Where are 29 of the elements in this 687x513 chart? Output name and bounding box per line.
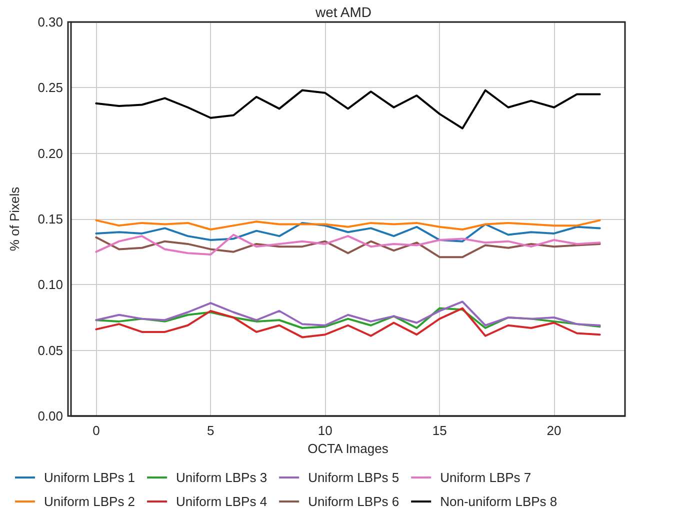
line-series — [95, 89, 601, 130]
legend-label: Uniform LBPs 3 — [176, 470, 268, 485]
x-axis-title: OCTA Images — [308, 440, 389, 456]
line-series — [95, 300, 601, 326]
y-tick-label: 0.10 — [38, 277, 63, 292]
legend-label: Uniform LBPs 7 — [440, 470, 532, 485]
line-series — [95, 219, 601, 231]
y-tick-label: 0.00 — [38, 408, 63, 424]
legend-label: Uniform LBPs 5 — [308, 470, 400, 485]
x-tick-label: 5 — [207, 423, 214, 438]
x-tick-label: 0 — [92, 423, 100, 438]
legend-label: Non-uniform LBPs 8 — [440, 494, 558, 509]
line-series — [95, 307, 601, 330]
line-series — [95, 222, 601, 242]
x-tick-label: 20 — [546, 423, 562, 438]
line-series — [95, 307, 601, 338]
legend-label: Uniform LBPs 6 — [308, 494, 400, 509]
y-tick-label: 0.25 — [38, 80, 63, 96]
x-tick-label: 15 — [432, 423, 447, 438]
legend-label: Uniform LBPs 4 — [176, 494, 268, 509]
y-axis-title: % of Pixels — [7, 186, 22, 252]
y-tick-label: 0.30 — [38, 14, 63, 30]
y-tick-label: 0.05 — [38, 342, 63, 358]
chart-title: wet AMD — [314, 4, 372, 20]
x-tick-label: 10 — [318, 423, 332, 438]
legend-label: Uniform LBPs 1 — [44, 470, 136, 485]
y-tick-label: 0.20 — [38, 146, 63, 161]
legend-label: Uniform LBPs 2 — [44, 494, 136, 509]
y-tick-label: 0.15 — [38, 212, 63, 226]
